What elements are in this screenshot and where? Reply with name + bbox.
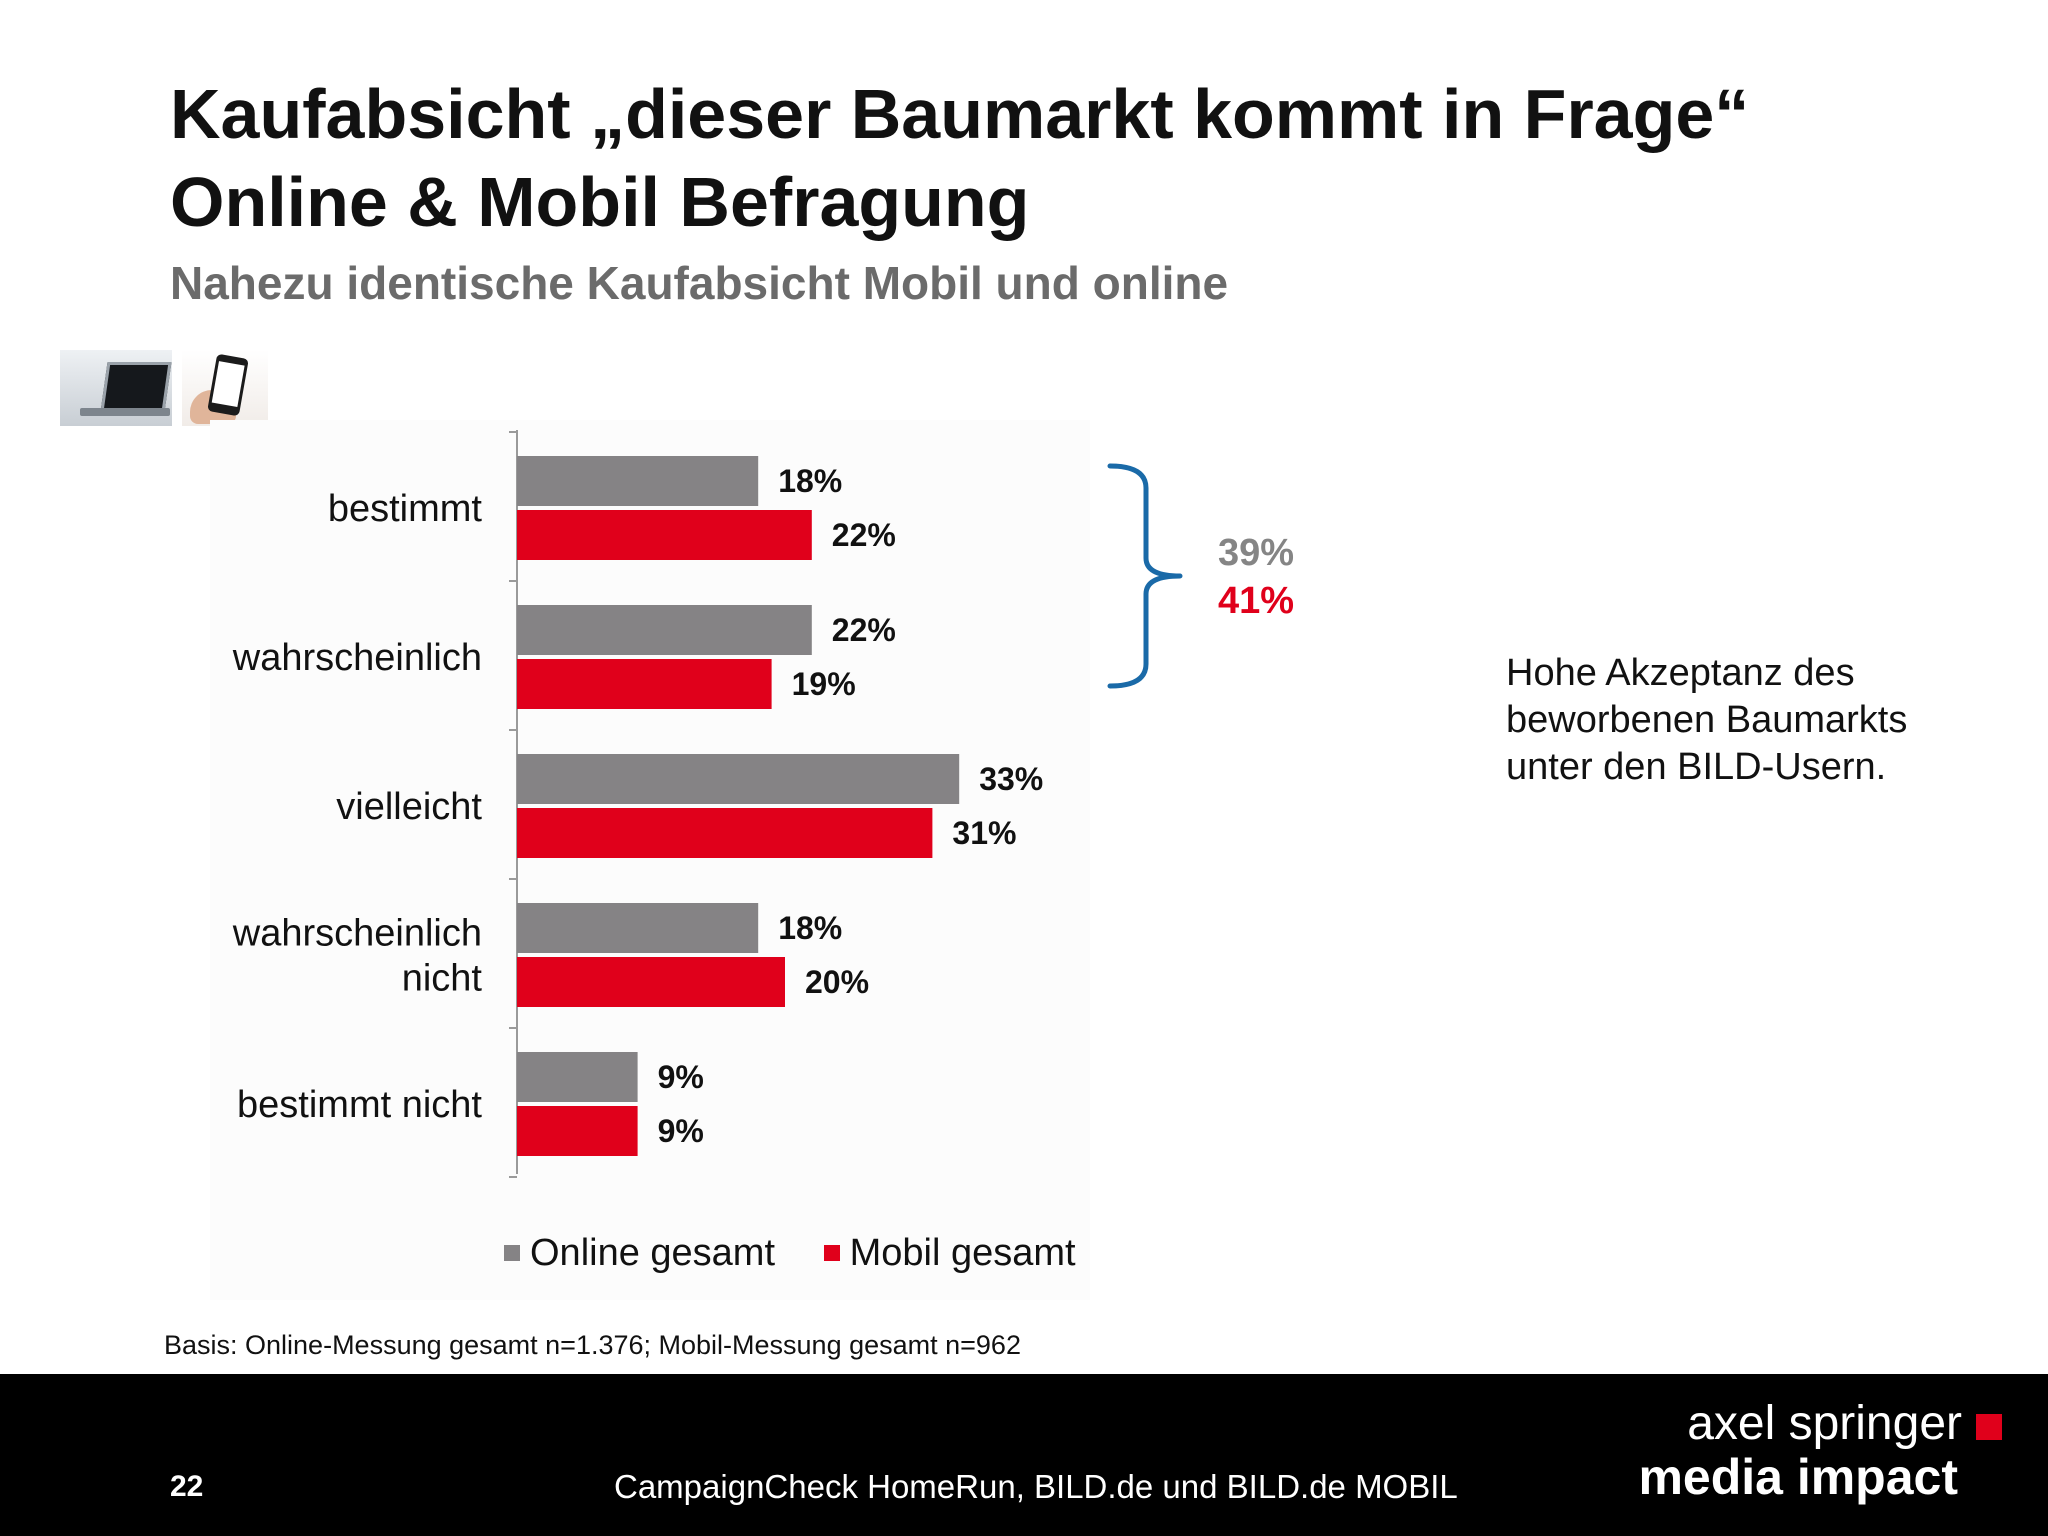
legend-label-online: Online gesamt <box>530 1231 776 1274</box>
sample-footnote: Basis: Online-Messung gesamt n=1.376; Mo… <box>164 1330 1021 1360</box>
bar-mobil <box>517 808 933 858</box>
bar-mobil <box>517 659 772 709</box>
category-label: vielleicht <box>336 786 482 828</box>
bar-mobil <box>517 1106 638 1156</box>
bar-online <box>517 605 812 655</box>
footer-bar <box>0 1374 2048 1536</box>
chart-legend: Online gesamt Mobil gesamt <box>504 1228 1114 1275</box>
legend-label-mobil: Mobil gesamt <box>849 1231 1076 1274</box>
axel-springer-logo: axel springer media impact <box>1600 1396 2010 1516</box>
data-label: 19% <box>792 666 856 702</box>
curly-brace-icon <box>1107 463 1183 689</box>
title-line-1: Kaufabsicht „dieser Baumarkt kommt in Fr… <box>170 75 1750 153</box>
category-label: bestimmt nicht <box>237 1084 482 1126</box>
laptop-icon <box>60 350 172 426</box>
data-label: 22% <box>832 612 896 648</box>
logo-text-line-1: axel springer <box>1687 1397 1962 1450</box>
category-label: nicht <box>402 958 483 1000</box>
data-label: 33% <box>979 761 1043 797</box>
data-label: 18% <box>778 910 842 946</box>
data-label: 22% <box>832 517 896 553</box>
data-label: 9% <box>658 1059 704 1095</box>
bar-mobil <box>517 510 812 560</box>
legend-item-online: Online gesamt <box>504 1232 775 1275</box>
key-insight-note: Hohe Akzeptanz des beworbenen Baumarkts … <box>1506 652 1908 788</box>
bar-online <box>517 1052 638 1102</box>
category-label: bestimmt <box>328 488 483 530</box>
slide-subtitle: Nahezu identische Kaufabsicht Mobil und … <box>170 257 1229 309</box>
bar-online <box>517 456 759 506</box>
bar-mobil <box>517 957 785 1007</box>
data-label: 20% <box>805 964 869 1000</box>
legend-swatch-mobil <box>823 1245 840 1261</box>
logo-text-line-2: media impact <box>1638 1449 1958 1505</box>
data-label: 9% <box>658 1113 704 1149</box>
data-label: 31% <box>952 815 1016 851</box>
mobil-total-label: 41% <box>1218 580 1295 622</box>
category-label: wahrscheinlich <box>232 637 482 679</box>
chart-background <box>210 420 1090 1300</box>
smartphone-icon <box>182 350 268 426</box>
legend-item-mobil: Mobil gesamt <box>823 1231 1076 1275</box>
legend-swatch-online <box>504 1245 520 1261</box>
category-label: wahrscheinlich <box>232 913 482 955</box>
title-line-2: Online & Mobil Befragung <box>170 163 1030 241</box>
data-label: 18% <box>778 463 842 499</box>
laptop-base <box>80 408 170 416</box>
slide-title: Kaufabsicht „dieser Baumarkt kommt in Fr… <box>170 70 1749 246</box>
bar-online <box>517 903 759 953</box>
bar-online <box>517 754 960 804</box>
logo-red-square <box>1976 1414 2002 1440</box>
page-number: 22 <box>170 1470 204 1503</box>
online-total-label: 39% <box>1218 532 1295 574</box>
footer-source-text: CampaignCheck HomeRun, BILD.de und BILD.… <box>614 1468 1458 1505</box>
